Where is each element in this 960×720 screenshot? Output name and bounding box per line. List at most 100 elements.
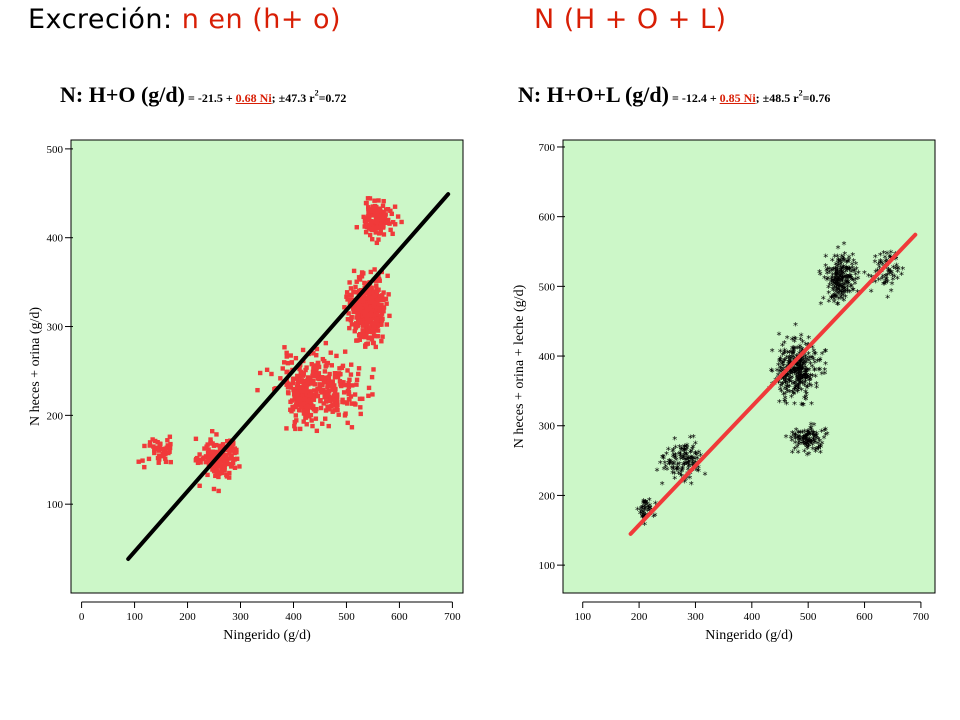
right-point: * (812, 358, 817, 369)
right-point: * (899, 271, 904, 282)
right-point: * (641, 499, 646, 510)
right-point: * (793, 366, 798, 377)
right-y-tick-label: 600 (539, 212, 556, 224)
right-point: * (840, 284, 845, 295)
right-point: * (806, 430, 811, 441)
right-point: * (841, 285, 846, 296)
left-point (370, 237, 375, 242)
left-point (285, 390, 291, 395)
right-point: * (787, 365, 792, 376)
right-point: * (792, 360, 797, 371)
right-point: * (792, 445, 797, 456)
right-point: * (847, 272, 852, 283)
left-point (335, 399, 340, 405)
right-point: * (683, 459, 688, 470)
left-point (194, 455, 200, 461)
left-point (342, 349, 348, 354)
right-point: * (784, 383, 789, 394)
right-point: * (831, 265, 836, 276)
right-point: * (782, 349, 787, 360)
left-point (301, 404, 306, 409)
right-point: * (795, 373, 800, 384)
right-point: * (799, 440, 804, 451)
left-point (350, 306, 356, 311)
right-point: * (795, 383, 800, 394)
right-point: * (829, 274, 834, 285)
right-point: * (831, 279, 836, 290)
left-point (317, 382, 322, 387)
right-point: * (793, 368, 798, 379)
right-point: * (667, 460, 672, 471)
right-point: * (680, 465, 685, 476)
right-point: * (804, 440, 809, 451)
right-point: * (789, 378, 794, 389)
right-point: * (834, 293, 839, 304)
left-point (374, 207, 380, 212)
right-point: * (841, 256, 846, 267)
left-header: Excreción: n en (h+ o) (28, 4, 341, 35)
left-point (307, 392, 313, 397)
right-point: * (793, 366, 798, 377)
right-point: * (805, 444, 810, 455)
right-point: * (885, 278, 890, 289)
left-point (351, 309, 356, 315)
right-point: * (892, 254, 897, 265)
left-point (356, 366, 362, 371)
left-point (217, 455, 223, 461)
left-point (210, 467, 215, 472)
left-point (157, 457, 162, 462)
right-point: * (690, 454, 695, 465)
right-point: * (814, 433, 819, 444)
right-point: * (803, 433, 808, 444)
right-point: * (836, 289, 841, 300)
right-point: * (796, 360, 801, 371)
right-point: * (810, 353, 815, 364)
right-point: * (783, 372, 788, 383)
right-point: * (833, 274, 838, 285)
right-point: * (784, 400, 789, 411)
right-point: * (883, 279, 888, 290)
right-point: * (890, 276, 895, 287)
right-point: * (667, 457, 672, 468)
right-point: * (660, 453, 665, 464)
right-point: * (801, 352, 806, 363)
left-point (295, 376, 300, 381)
left-point (379, 313, 384, 319)
left-point (312, 365, 317, 370)
right-point: * (798, 356, 803, 367)
right-y-tick-label: 500 (539, 281, 556, 293)
right-point: * (797, 357, 802, 368)
left-points (136, 196, 404, 494)
left-point (340, 397, 345, 403)
right-point: * (834, 263, 839, 274)
left-point (339, 365, 345, 371)
right-point: * (818, 443, 823, 454)
right-point: * (792, 335, 797, 346)
right-point: * (814, 380, 819, 391)
right-x-tick-label: 200 (631, 611, 648, 623)
right-point: * (784, 372, 789, 383)
left-point (322, 358, 327, 364)
right-point: * (812, 349, 817, 360)
right-point: * (675, 466, 680, 477)
left-point (308, 402, 313, 408)
right-point: * (835, 271, 840, 282)
left-point (325, 385, 330, 390)
right-point: * (835, 301, 840, 312)
right-point: * (793, 379, 798, 390)
right-point: * (830, 266, 835, 277)
left-point (342, 382, 348, 388)
right-point: * (802, 372, 807, 383)
left-point (209, 449, 215, 455)
right-point: * (676, 469, 681, 480)
right-point: * (893, 253, 898, 264)
right-point: * (870, 278, 875, 289)
right-point: * (822, 274, 827, 285)
left-point (317, 386, 323, 391)
right-point: * (815, 440, 820, 451)
right-point: * (814, 434, 819, 445)
right-point: * (799, 365, 804, 376)
right-point: * (844, 273, 849, 284)
left-point (383, 212, 388, 217)
right-point: * (805, 367, 810, 378)
